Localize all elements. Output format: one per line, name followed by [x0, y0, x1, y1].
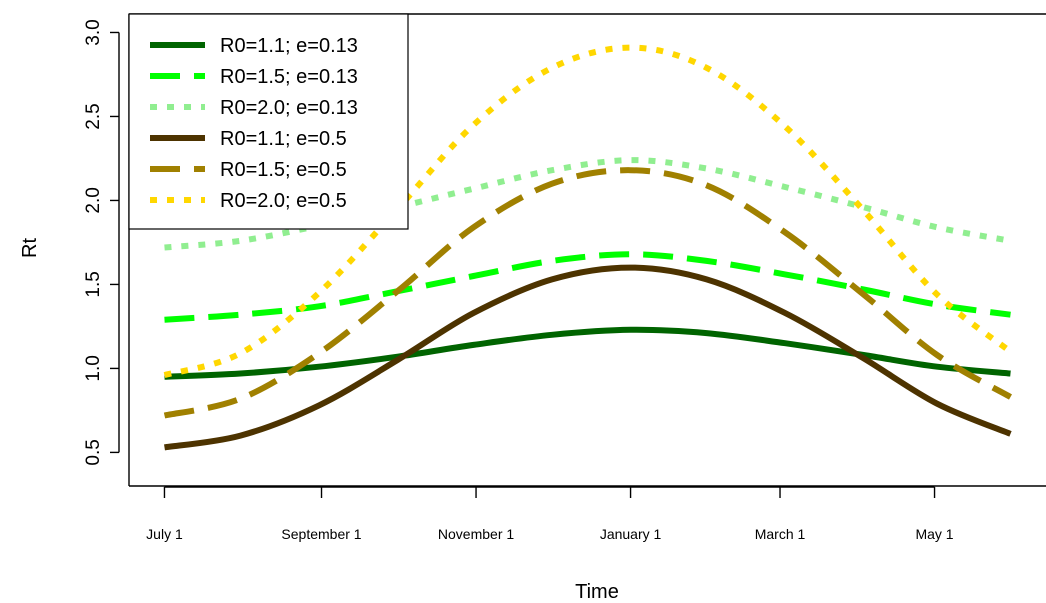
legend-label-2: R0=1.5; e=0.13 — [220, 66, 358, 88]
y-tick-label: 2.5 — [83, 103, 104, 129]
series-line-5 — [163, 167, 1012, 419]
legend-box — [128, 13, 409, 230]
series-line-4 — [164, 264, 1012, 451]
y-tick-label: 0.5 — [83, 439, 104, 465]
x-tick-label: May 1 — [915, 526, 953, 542]
legend-label-5: R0=1.5; e=0.5 — [220, 159, 347, 181]
x-tick-label: July 1 — [146, 526, 183, 542]
legend-label-3: R0=2.0; e=0.13 — [220, 97, 358, 119]
legend: R0=1.1; e=0.13 R0=1.5; e=0.13 R0=2.0; e=0.… — [128, 13, 409, 230]
x-tick-label: November 1 — [438, 526, 514, 542]
x-tick-label: March 1 — [755, 526, 806, 542]
y-tick-label: 1.0 — [83, 355, 104, 381]
series-line-6 — [163, 44, 1013, 379]
series-line-2 — [164, 251, 1011, 323]
legend-label-4: R0=1.1; e=0.5 — [220, 128, 347, 150]
x-tick-label: September 1 — [281, 526, 361, 542]
y-tick-label: 2.0 — [83, 187, 104, 213]
x-tick-label: January 1 — [600, 526, 662, 542]
y-tick-label: 3.0 — [83, 19, 104, 45]
series-line-1 — [164, 326, 1011, 380]
legend-label-1: R0=1.1; e=0.13 — [220, 35, 358, 57]
y-axis-title: Rt — [19, 238, 41, 258]
series-curves — [163, 44, 1013, 451]
legend-label-6: R0=2.0; e=0.5 — [220, 190, 347, 212]
series-line-3 — [164, 157, 1012, 251]
y-tick-label: 1.5 — [83, 271, 104, 297]
x-axis-title: Time — [575, 581, 619, 603]
